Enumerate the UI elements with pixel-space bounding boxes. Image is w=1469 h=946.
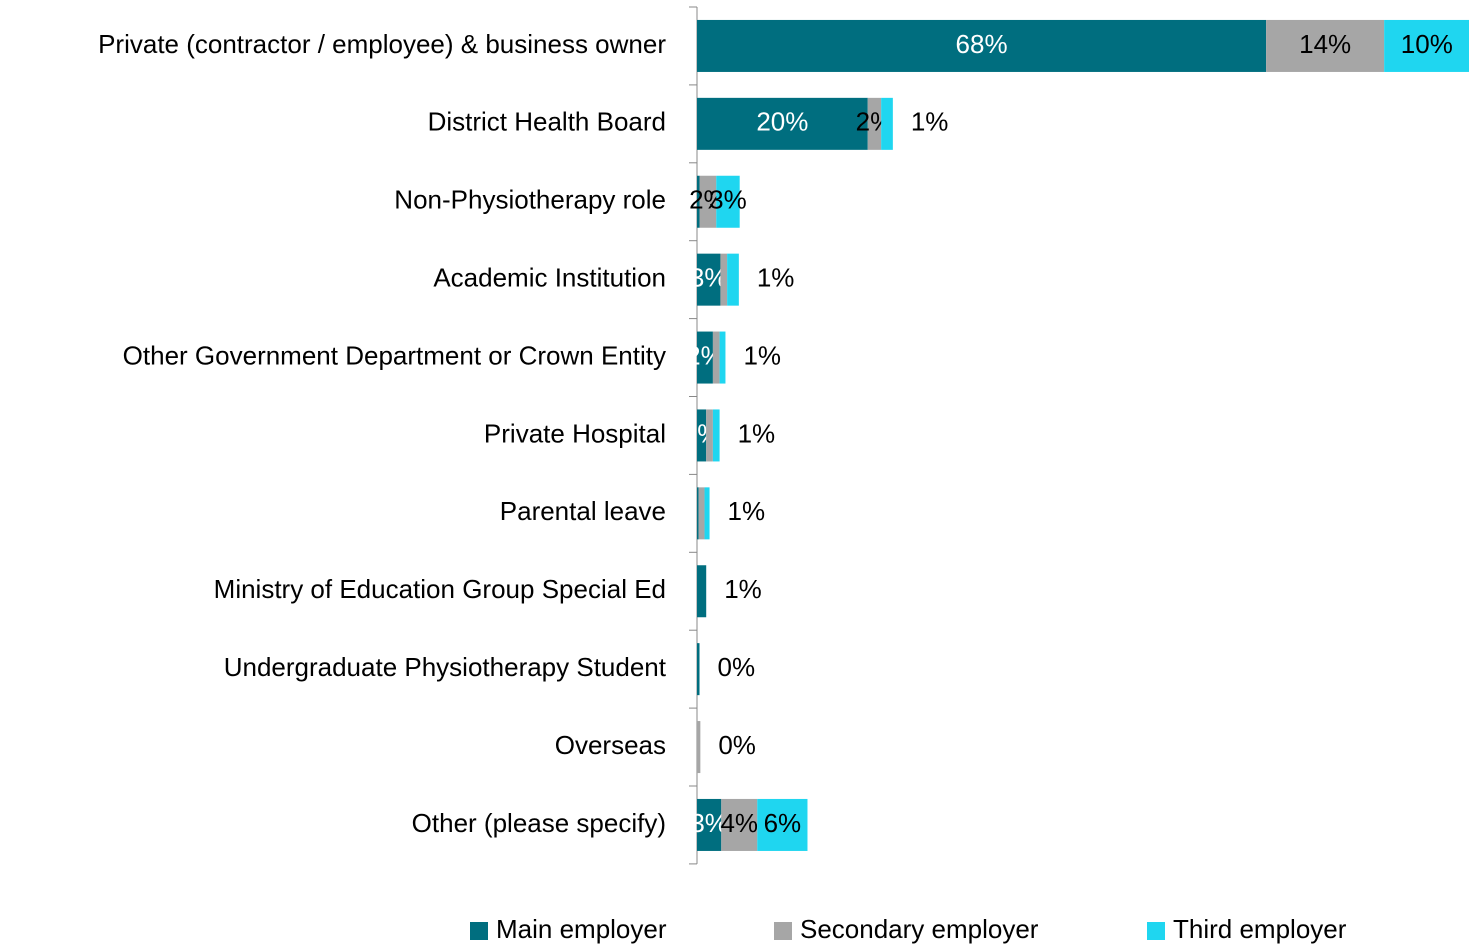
data-label: 1% xyxy=(757,263,795,293)
data-label: 14% xyxy=(1299,29,1351,59)
category-label: Overseas xyxy=(555,730,666,760)
legend-swatch xyxy=(1147,922,1165,940)
bar-segment xyxy=(697,409,707,462)
bar-segment xyxy=(697,798,722,851)
legend-swatch xyxy=(774,922,792,940)
bar-segment xyxy=(706,409,713,462)
bar-segment xyxy=(721,798,758,851)
bar-segment xyxy=(697,565,707,618)
data-label: 1% xyxy=(743,340,781,370)
bar-segment xyxy=(697,331,713,384)
data-label: 4% xyxy=(720,808,758,838)
category-label: Non-Physiotherapy role xyxy=(394,185,666,215)
legend-swatch xyxy=(470,922,488,940)
bar-segment xyxy=(697,253,721,306)
data-label: 6% xyxy=(764,808,802,838)
bar-segment xyxy=(704,487,710,540)
bar-segment xyxy=(1266,19,1385,72)
category-label: Undergraduate Physiotherapy Student xyxy=(224,652,667,682)
bar-segment xyxy=(1384,19,1469,72)
bar-segment xyxy=(719,331,726,384)
data-label: 3% xyxy=(709,185,747,215)
data-label: 1% xyxy=(728,496,766,526)
legend-label: Secondary employer xyxy=(800,914,1039,944)
bar-segment xyxy=(697,487,699,540)
bar-segment xyxy=(697,97,868,150)
category-label: Parental leave xyxy=(500,496,666,526)
category-label: Academic Institution xyxy=(433,263,666,293)
bar-segment xyxy=(697,643,700,696)
bar-segment xyxy=(697,19,1267,72)
bar-segment xyxy=(698,487,705,540)
bar-segment xyxy=(697,721,701,774)
data-label: 68% xyxy=(956,29,1008,59)
bar-segment xyxy=(881,97,893,150)
bar-segment xyxy=(720,253,728,306)
data-label: 1% xyxy=(724,574,762,604)
category-label: Ministry of Education Group Special Ed xyxy=(214,574,666,604)
bar-segment xyxy=(757,798,808,851)
bar-segment xyxy=(712,409,720,462)
data-label: 20% xyxy=(756,107,808,137)
category-label: District Health Board xyxy=(428,107,666,137)
category-label: Private Hospital xyxy=(484,418,666,448)
data-label: 0% xyxy=(718,652,756,682)
bar-segment xyxy=(867,97,882,150)
bar-segment xyxy=(699,175,717,228)
data-label: 0% xyxy=(718,730,756,760)
category-label: Other (please specify) xyxy=(412,808,666,838)
category-label: Private (contractor / employee) & busine… xyxy=(98,29,666,59)
bar-segment xyxy=(716,175,740,228)
category-label: Other Government Department or Crown Ent… xyxy=(123,340,666,370)
data-label: 10% xyxy=(1401,29,1453,59)
bar-segment xyxy=(727,253,739,306)
bar-segment xyxy=(712,331,720,384)
legend-label: Third employer xyxy=(1173,914,1347,944)
data-label: 1% xyxy=(911,107,949,137)
bar-segment xyxy=(697,175,700,228)
legend-label: Main employer xyxy=(496,914,667,944)
data-label: 1% xyxy=(738,418,776,448)
